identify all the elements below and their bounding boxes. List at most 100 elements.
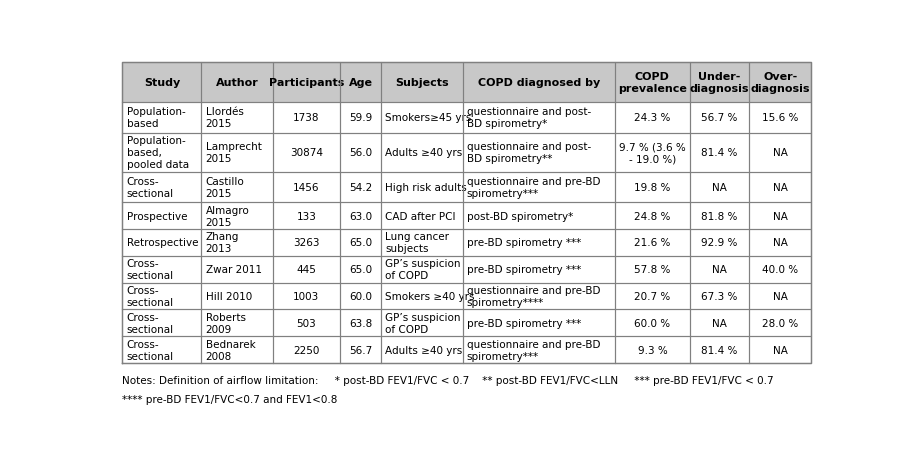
Text: Smokers≥45 yrs: Smokers≥45 yrs	[385, 113, 472, 123]
Text: 21.6 %: 21.6 %	[634, 238, 670, 248]
Text: 59.9: 59.9	[349, 113, 372, 123]
Text: 503: 503	[296, 318, 316, 328]
Text: 57.8 %: 57.8 %	[634, 265, 670, 275]
Text: NA: NA	[773, 211, 788, 221]
Text: Under-
diagnosis: Under- diagnosis	[690, 72, 749, 94]
Bar	[122, 203, 812, 230]
Text: GP’s suspicion
of COPD: GP’s suspicion of COPD	[385, 312, 461, 334]
Text: Cross-
sectional: Cross- sectional	[127, 285, 174, 307]
Text: COPD diagnosed by: COPD diagnosed by	[477, 78, 600, 88]
Text: Notes: Definition of airflow limitation:     * post-BD FEV1/FVC < 0.7    ** post: Notes: Definition of airflow limitation:…	[122, 375, 774, 385]
Text: questionnaire and post-
BD spirometry*: questionnaire and post- BD spirometry*	[466, 107, 591, 129]
Text: Retrospective: Retrospective	[127, 238, 198, 248]
Text: 24.3 %: 24.3 %	[634, 113, 670, 123]
Text: 60.0 %: 60.0 %	[634, 318, 670, 328]
Text: Zhang
2013: Zhang 2013	[206, 232, 239, 254]
Text: pre-BD spirometry ***: pre-BD spirometry ***	[466, 318, 581, 328]
Text: 24.8 %: 24.8 %	[634, 211, 670, 221]
Text: Llordés
2015: Llordés 2015	[206, 107, 243, 129]
Text: Lamprecht
2015: Lamprecht 2015	[206, 142, 261, 164]
Bar	[122, 256, 812, 283]
Text: Smokers ≥40 yrs: Smokers ≥40 yrs	[385, 291, 475, 301]
Text: NA: NA	[711, 265, 727, 275]
Text: NA: NA	[711, 318, 727, 328]
Text: Almagro
2015: Almagro 2015	[206, 205, 250, 227]
Text: pre-BD spirometry ***: pre-BD spirometry ***	[466, 265, 581, 275]
Text: 3263: 3263	[293, 238, 320, 248]
Text: 56.0: 56.0	[349, 148, 372, 158]
Text: 40.0 %: 40.0 %	[763, 265, 798, 275]
Text: Prospective: Prospective	[127, 211, 187, 221]
Text: 133: 133	[296, 211, 316, 221]
Bar	[122, 133, 812, 172]
Text: Author: Author	[216, 78, 259, 88]
Text: Cross-
sectional: Cross- sectional	[127, 258, 174, 281]
Text: NA: NA	[773, 238, 788, 248]
Text: Over-
diagnosis: Over- diagnosis	[751, 72, 810, 94]
Text: Hill 2010: Hill 2010	[206, 291, 252, 301]
Text: NA: NA	[773, 291, 788, 301]
Text: NA: NA	[773, 183, 788, 193]
Text: 1456: 1456	[293, 183, 320, 193]
Text: post-BD spirometry*: post-BD spirometry*	[466, 211, 573, 221]
Text: High risk adults: High risk adults	[385, 183, 467, 193]
Bar	[122, 310, 812, 336]
Bar	[122, 336, 812, 363]
Text: 56.7 %: 56.7 %	[701, 113, 737, 123]
Text: 63.0: 63.0	[349, 211, 372, 221]
Bar	[122, 63, 812, 103]
Text: 445: 445	[296, 265, 316, 275]
Text: Adults ≥40 yrs: Adults ≥40 yrs	[385, 148, 463, 158]
Text: Cross-
sectional: Cross- sectional	[127, 339, 174, 361]
Text: 15.6 %: 15.6 %	[762, 113, 798, 123]
Text: Study: Study	[144, 78, 180, 88]
Text: 54.2: 54.2	[349, 183, 372, 193]
Text: NA: NA	[773, 148, 788, 158]
Text: 67.3 %: 67.3 %	[701, 291, 737, 301]
Text: Adults ≥40 yrs: Adults ≥40 yrs	[385, 345, 463, 355]
Text: Participants: Participants	[269, 78, 344, 88]
Text: questionnaire and post-
BD spirometry**: questionnaire and post- BD spirometry**	[466, 142, 591, 164]
Text: 81.4 %: 81.4 %	[701, 148, 737, 158]
Text: 81.8 %: 81.8 %	[701, 211, 737, 221]
Text: 63.8: 63.8	[349, 318, 372, 328]
Text: 65.0: 65.0	[349, 238, 372, 248]
Text: Bednarek
2008: Bednarek 2008	[206, 339, 255, 361]
Text: 60.0: 60.0	[349, 291, 372, 301]
Text: Age: Age	[349, 78, 373, 88]
Bar	[122, 230, 812, 256]
Text: Castillo
2015: Castillo 2015	[206, 176, 244, 198]
Text: 9.3 %: 9.3 %	[638, 345, 667, 355]
Text: Zwar 2011: Zwar 2011	[206, 265, 261, 275]
Text: Cross-
sectional: Cross- sectional	[127, 176, 174, 198]
Text: Cross-
sectional: Cross- sectional	[127, 312, 174, 334]
Text: 30874: 30874	[290, 148, 322, 158]
Text: 9.7 % (3.6 %
- 19.0 %): 9.7 % (3.6 % - 19.0 %)	[619, 142, 686, 164]
Text: 1003: 1003	[293, 291, 320, 301]
Text: NA: NA	[773, 345, 788, 355]
Text: 81.4 %: 81.4 %	[701, 345, 737, 355]
Text: pre-BD spirometry ***: pre-BD spirometry ***	[466, 238, 581, 248]
Text: **** pre-BD FEV1/FVC<0.7 and FEV1<0.8: **** pre-BD FEV1/FVC<0.7 and FEV1<0.8	[122, 395, 338, 405]
Text: 56.7: 56.7	[349, 345, 372, 355]
Text: questionnaire and pre-BD
spirometry****: questionnaire and pre-BD spirometry****	[466, 285, 600, 307]
Text: 28.0 %: 28.0 %	[763, 318, 798, 328]
Text: questionnaire and pre-BD
spirometry***: questionnaire and pre-BD spirometry***	[466, 176, 600, 198]
Text: 92.9 %: 92.9 %	[701, 238, 737, 248]
Text: CAD after PCI: CAD after PCI	[385, 211, 456, 221]
Text: Population-
based,
pooled data: Population- based, pooled data	[127, 136, 189, 170]
Text: GP’s suspicion
of COPD: GP’s suspicion of COPD	[385, 258, 461, 281]
Text: COPD
prevalence: COPD prevalence	[618, 72, 687, 94]
Text: 2250: 2250	[293, 345, 320, 355]
Text: Population-
based: Population- based	[127, 107, 185, 129]
Text: 65.0: 65.0	[349, 265, 372, 275]
Text: 20.7 %: 20.7 %	[634, 291, 670, 301]
Bar	[122, 283, 812, 310]
Text: NA: NA	[711, 183, 727, 193]
Bar	[122, 103, 812, 133]
Text: Subjects: Subjects	[395, 78, 448, 88]
Text: Roberts
2009: Roberts 2009	[206, 312, 246, 334]
Bar	[122, 172, 812, 203]
Text: Lung cancer
subjects: Lung cancer subjects	[385, 232, 449, 254]
Text: 19.8 %: 19.8 %	[634, 183, 670, 193]
